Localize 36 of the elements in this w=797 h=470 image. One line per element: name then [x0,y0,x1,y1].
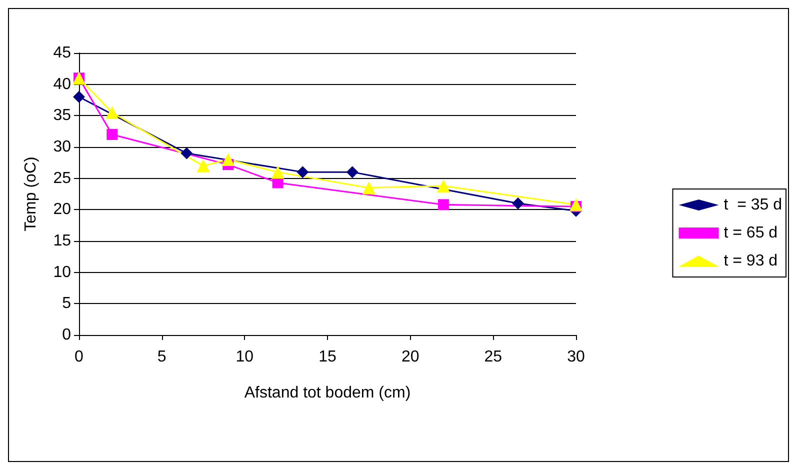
point [362,181,376,194]
y-tick-label: 5 [62,295,72,312]
y-tick-label: 30 [53,138,72,156]
y-tick-label: 35 [53,107,72,124]
x-tick-label: 15 [318,348,336,366]
y-tick-label: 40 [53,76,72,93]
point [570,198,582,212]
y-tick-label: 20 [53,201,72,218]
x-tick-label: 25 [484,348,502,366]
legend-label: t = 65 d [724,224,778,242]
point [512,197,524,210]
y-tick-label: 0 [62,326,72,344]
point [180,147,193,160]
x-tick-label: 10 [236,348,254,366]
legend-label: t = 35 d [724,196,782,214]
y-tick-label: 15 [53,232,72,250]
y-tick-label: 10 [53,264,72,281]
x-tick-label: 20 [401,348,420,366]
point [436,179,450,192]
x-axis-title: Afstand tot bodem (cm) [244,384,411,402]
point [106,128,118,140]
y-tick-label: 45 [53,44,72,62]
point [438,199,449,210]
legend-label: t = 93 d [724,252,778,270]
point [346,166,358,178]
point [106,106,119,120]
point [196,159,210,172]
point [271,166,284,179]
point [296,166,309,178]
y-axis-title: Temp (oC) [22,156,40,232]
x-tick-label: 30 [567,348,585,366]
point [222,153,235,166]
y-tick-label: 25 [53,170,72,187]
x-tick-label: 0 [74,348,84,366]
x-tick-label: 5 [157,348,166,366]
point [73,90,85,103]
